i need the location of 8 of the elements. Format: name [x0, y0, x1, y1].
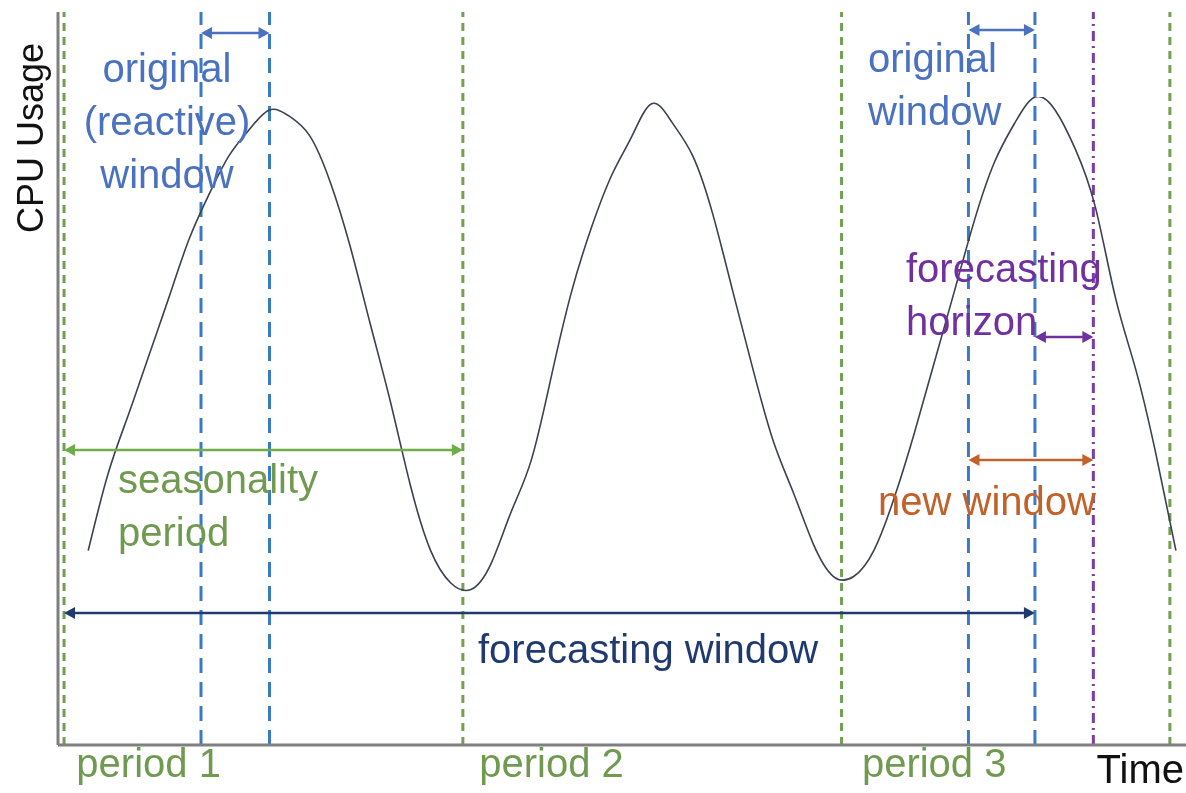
annotation: original window: [867, 36, 1002, 133]
x-tick-label: period 3: [861, 741, 1007, 786]
x-axis-title: Time: [1096, 747, 1184, 791]
annotation: forecasting window: [478, 627, 819, 671]
x-tick-label: period 1: [76, 741, 221, 786]
annotation: seasonality period: [118, 457, 319, 554]
x-tick-label: period 2: [479, 741, 624, 786]
y-axis-title: CPU Usage: [10, 42, 51, 234]
